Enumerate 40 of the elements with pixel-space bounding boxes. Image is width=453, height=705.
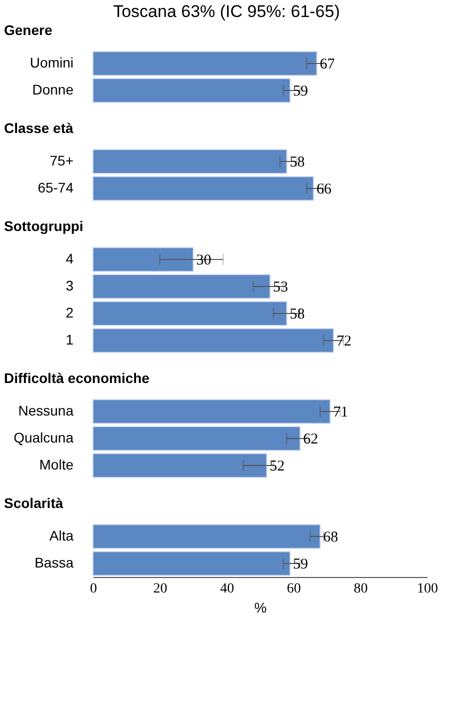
data-label: 68 xyxy=(323,530,338,546)
bar xyxy=(92,247,194,272)
x-tick-label: 0 xyxy=(90,582,97,596)
y-tick-label: 3 xyxy=(66,278,74,294)
y-tick-label: Molte xyxy=(39,456,74,472)
data-label: 52 xyxy=(270,458,285,474)
bar xyxy=(92,328,334,353)
data-label: 72 xyxy=(336,334,352,350)
chart-title: Classe età xyxy=(4,120,74,136)
y-tick-label: Qualcuna xyxy=(14,430,74,446)
y-tick-label: 65-74 xyxy=(38,180,74,196)
data-label: 67 xyxy=(320,56,336,72)
y-tick-label: Bassa xyxy=(34,554,74,570)
chart-title: Difficoltà economiche xyxy=(4,370,150,386)
y-tick-label: 4 xyxy=(66,250,74,266)
bar xyxy=(92,301,288,326)
y-tick-label: 75+ xyxy=(50,152,74,168)
text: Toscana 63% (IC 95%: 61-65) xyxy=(112,2,341,22)
data-label: 62 xyxy=(303,432,318,448)
y-tick-label: 2 xyxy=(66,304,74,320)
chart-title: Genere xyxy=(4,22,52,38)
x-tick-label: 80 xyxy=(354,582,368,596)
chart-title: Scolarità xyxy=(4,495,64,511)
data-label: 59 xyxy=(293,556,308,572)
data-label: 66 xyxy=(316,182,332,198)
data-label: 71 xyxy=(333,404,348,420)
x-tick-label: 20 xyxy=(153,582,168,596)
x-tick-label: 40 xyxy=(220,582,234,596)
data-label: 58 xyxy=(290,154,305,170)
bar xyxy=(92,274,271,299)
y-tick-label: Alta xyxy=(49,528,74,544)
y-tick-label: 1 xyxy=(66,332,74,348)
x-tick-label: 60 xyxy=(286,582,301,596)
data-label: 59 xyxy=(293,84,308,100)
x-tick-label: 100 xyxy=(417,582,438,596)
x-axis-title: % xyxy=(254,600,267,616)
y-tick-label: Uomini xyxy=(30,54,74,70)
y-tick-label: Nessuna xyxy=(18,402,74,418)
chart-title: Sottogruppi xyxy=(4,218,84,234)
y-tick-label: Donne xyxy=(32,82,74,98)
